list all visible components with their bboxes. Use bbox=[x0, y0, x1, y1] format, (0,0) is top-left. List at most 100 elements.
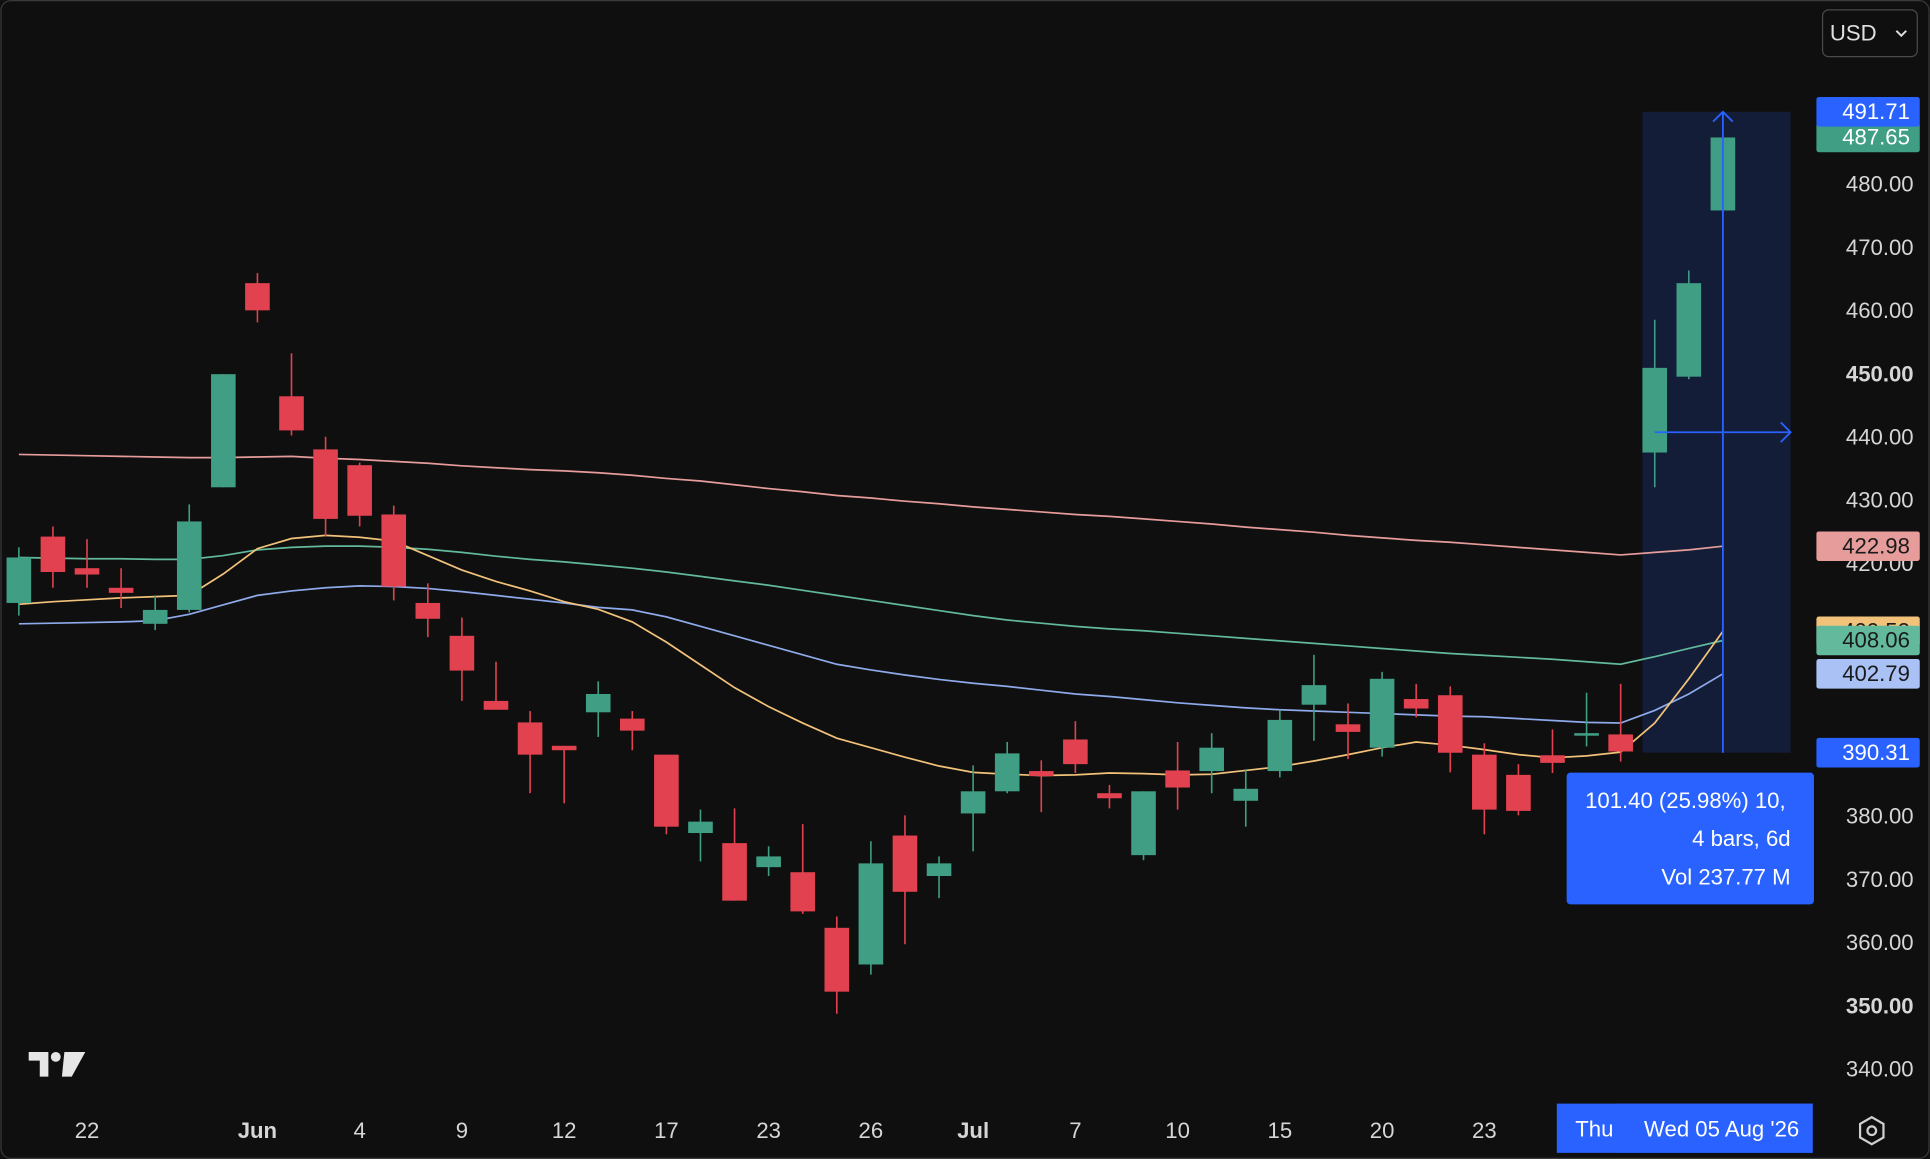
tradingview-logo bbox=[28, 1051, 86, 1077]
candle-body bbox=[654, 754, 679, 827]
settings-button[interactable] bbox=[1858, 1115, 1885, 1146]
x-tick-label: 26 bbox=[859, 1118, 884, 1143]
price-tag-label: 402.79 bbox=[1842, 661, 1910, 686]
x-tick-label: 4 bbox=[354, 1118, 366, 1143]
candle-body bbox=[756, 856, 781, 868]
candle-body bbox=[620, 718, 645, 731]
x-tick-label: 22 bbox=[75, 1118, 100, 1143]
moving-average bbox=[18, 545, 1724, 666]
x-tick-label: 20 bbox=[1370, 1118, 1395, 1143]
y-tick-label: 470.00 bbox=[1846, 235, 1914, 260]
candle-body bbox=[1540, 755, 1565, 763]
time-label: Wed 05 Aug '26 bbox=[1644, 1117, 1799, 1142]
measure-info-box bbox=[1566, 772, 1814, 905]
candle-body bbox=[1403, 699, 1429, 709]
candle-body bbox=[551, 745, 577, 751]
candle-body bbox=[722, 843, 747, 901]
y-tick-label: 360.00 bbox=[1846, 930, 1914, 955]
measure-info: 101.40 (25.98%) 10, 4 bars, 6d Vol 237.77 … bbox=[1585, 788, 1790, 889]
candle-body bbox=[1165, 770, 1190, 788]
candle-body bbox=[926, 863, 952, 877]
x-tick-label: Jun bbox=[238, 1118, 277, 1143]
currency-label[interactable]: USD bbox=[1830, 20, 1877, 45]
y-tick-label: 350.00 bbox=[1846, 993, 1914, 1018]
currency-button[interactable]: USD bbox=[1821, 9, 1918, 58]
measure-arrowhead bbox=[1780, 421, 1792, 443]
x-tick-label: 9 bbox=[456, 1118, 468, 1143]
candle-body bbox=[1574, 733, 1599, 736]
measure-info-text: 101.40 (25.98%) 10, bbox=[1585, 788, 1786, 813]
candle-body bbox=[1335, 724, 1361, 732]
candle-body bbox=[415, 602, 441, 619]
y-tick-label: 440.00 bbox=[1846, 424, 1914, 449]
moving-average bbox=[18, 453, 1723, 556]
price-tag-label: 390.31 bbox=[1842, 740, 1910, 765]
x-tick-label: 23 bbox=[756, 1118, 781, 1143]
candle-body bbox=[1472, 754, 1497, 810]
price-axis: 340.00350.00360.00370.00380.00420.00430.… bbox=[1816, 97, 1920, 1082]
candle-body bbox=[1301, 685, 1327, 705]
candle-body bbox=[449, 635, 475, 671]
currency-box[interactable] bbox=[1821, 9, 1918, 58]
price-tag bbox=[1816, 737, 1920, 768]
price-tag-label: 408.06 bbox=[1842, 628, 1910, 653]
candle-body bbox=[994, 753, 1020, 792]
candle-body bbox=[517, 722, 543, 755]
candle-body bbox=[40, 536, 66, 572]
y-tick-label: 460.00 bbox=[1846, 298, 1914, 323]
candle-body bbox=[108, 587, 134, 593]
price-tag bbox=[1816, 97, 1920, 127]
y-tick-label: 370.00 bbox=[1846, 867, 1914, 892]
candle-body bbox=[1608, 734, 1633, 752]
plot-area bbox=[6, 110, 1792, 1014]
time-label-bg bbox=[1614, 1103, 1813, 1153]
candle-body bbox=[1131, 791, 1156, 856]
candle-body bbox=[483, 700, 509, 710]
price-tag-label: 487.65 bbox=[1842, 125, 1910, 150]
y-tick-label: 430.00 bbox=[1846, 488, 1914, 513]
x-tick-label: Jul bbox=[957, 1118, 989, 1143]
candle-body bbox=[245, 283, 270, 311]
candle-body bbox=[1199, 747, 1224, 772]
candle-body bbox=[1028, 771, 1054, 777]
gear-hub bbox=[1866, 1125, 1878, 1137]
price-tag-label: 422.98 bbox=[1842, 533, 1910, 558]
x-tick-label: 7 bbox=[1069, 1118, 1081, 1143]
candle-body bbox=[313, 449, 338, 519]
candle-body bbox=[790, 872, 816, 912]
candle-body bbox=[279, 396, 304, 431]
gear[interactable] bbox=[1858, 1115, 1885, 1146]
measure-info-text: 4 bars, 6d bbox=[1692, 826, 1790, 851]
y-tick-label: 340.00 bbox=[1846, 1057, 1914, 1082]
candle-body bbox=[892, 835, 918, 892]
candle-body bbox=[960, 791, 986, 814]
candle-body bbox=[74, 568, 100, 575]
price-tag bbox=[1816, 122, 1920, 153]
x-tick-label: 23 bbox=[1472, 1118, 1497, 1143]
candle-body bbox=[1676, 283, 1702, 377]
x-tick-label: 15 bbox=[1268, 1118, 1293, 1143]
candle-body bbox=[858, 863, 884, 965]
candle-body bbox=[585, 693, 611, 713]
measure-arrowhead bbox=[1712, 110, 1734, 123]
price-tag bbox=[1816, 625, 1920, 656]
candle-body bbox=[1097, 793, 1122, 799]
y-tick-label: 480.00 bbox=[1846, 172, 1914, 197]
measure-info-text: Vol 237.77 M bbox=[1661, 864, 1790, 889]
candle-body bbox=[1506, 774, 1531, 811]
candle-body bbox=[6, 557, 32, 603]
x-tick-label: 17 bbox=[654, 1118, 679, 1143]
candle-body bbox=[1642, 367, 1668, 453]
candle-body bbox=[824, 927, 850, 992]
candle-body bbox=[211, 374, 236, 488]
candle-body bbox=[347, 465, 372, 516]
time-labels: Thu Wed 05 Aug '26 bbox=[1575, 1103, 1813, 1153]
candle-body bbox=[142, 609, 168, 624]
price-tag bbox=[1816, 531, 1920, 561]
price-tag bbox=[1816, 659, 1920, 689]
candle-body bbox=[688, 821, 713, 834]
y-tick-label: 450.00 bbox=[1846, 361, 1914, 386]
